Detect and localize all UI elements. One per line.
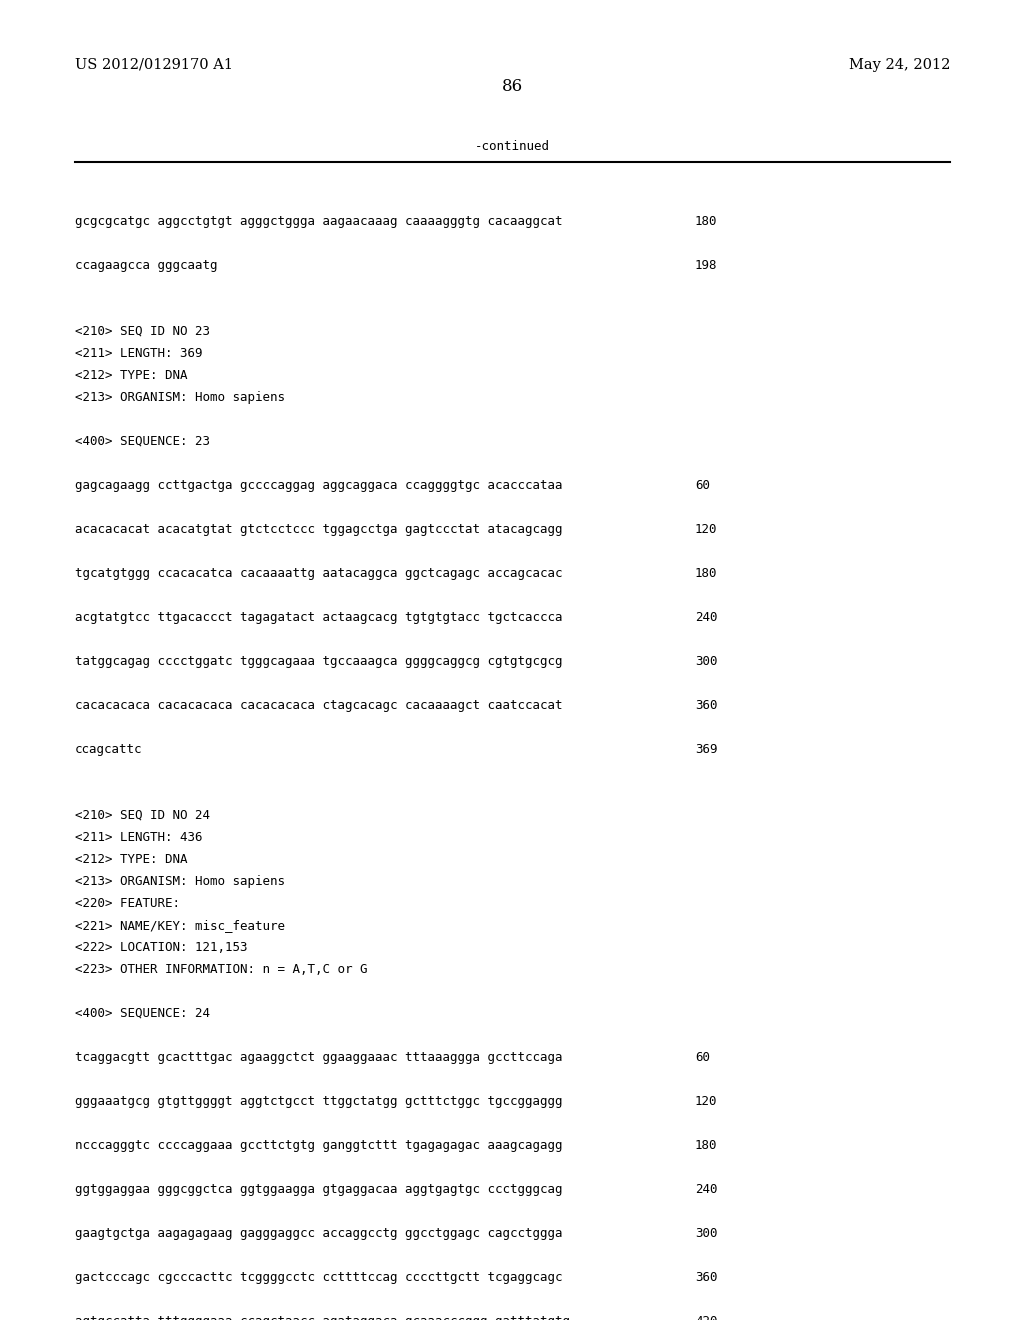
Text: cacacacaca cacacacaca cacacacaca ctagcacagc cacaaaagct caatccacat: cacacacaca cacacacaca cacacacaca ctagcac… [75,700,562,711]
Text: 300: 300 [695,1228,718,1239]
Text: 369: 369 [695,743,718,756]
Text: May 24, 2012: May 24, 2012 [849,58,950,73]
Text: gggaaatgcg gtgttggggt aggtctgcct ttggctatgg gctttctggc tgccggaggg: gggaaatgcg gtgttggggt aggtctgcct ttggcta… [75,1096,562,1107]
Text: 60: 60 [695,1051,710,1064]
Text: 420: 420 [695,1315,718,1320]
Text: gagcagaagg ccttgactga gccccaggag aggcaggaca ccaggggtgc acacccataa: gagcagaagg ccttgactga gccccaggag aggcagg… [75,479,562,492]
Text: <221> NAME/KEY: misc_feature: <221> NAME/KEY: misc_feature [75,919,285,932]
Text: <223> OTHER INFORMATION: n = A,T,C or G: <223> OTHER INFORMATION: n = A,T,C or G [75,964,368,975]
Text: agtgccatta tttggggaaa ccagctaacc agataggaca gcaaacccggg gatttatgtg: agtgccatta tttggggaaa ccagctaacc agatagg… [75,1315,570,1320]
Text: ccagaagcca gggcaatg: ccagaagcca gggcaatg [75,259,217,272]
Text: <213> ORGANISM: Homo sapiens: <213> ORGANISM: Homo sapiens [75,391,285,404]
Text: <212> TYPE: DNA: <212> TYPE: DNA [75,370,187,381]
Text: 180: 180 [695,215,718,228]
Text: US 2012/0129170 A1: US 2012/0129170 A1 [75,58,233,73]
Text: tgcatgtggg ccacacatca cacaaaattg aatacaggca ggctcagagc accagcacac: tgcatgtggg ccacacatca cacaaaattg aatacag… [75,568,562,579]
Text: <400> SEQUENCE: 24: <400> SEQUENCE: 24 [75,1007,210,1020]
Text: <212> TYPE: DNA: <212> TYPE: DNA [75,853,187,866]
Text: <210> SEQ ID NO 24: <210> SEQ ID NO 24 [75,809,210,822]
Text: acgtatgtcc ttgacaccct tagagatact actaagcacg tgtgtgtacc tgctcaccca: acgtatgtcc ttgacaccct tagagatact actaagc… [75,611,562,624]
Text: 360: 360 [695,700,718,711]
Text: 240: 240 [695,1183,718,1196]
Text: tcaggacgtt gcactttgac agaaggctct ggaaggaaac tttaaaggga gccttccaga: tcaggacgtt gcactttgac agaaggctct ggaagga… [75,1051,562,1064]
Text: <213> ORGANISM: Homo sapiens: <213> ORGANISM: Homo sapiens [75,875,285,888]
Text: 180: 180 [695,1139,718,1152]
Text: ccagcattc: ccagcattc [75,743,142,756]
Text: 86: 86 [502,78,522,95]
Text: 300: 300 [695,655,718,668]
Text: 360: 360 [695,1271,718,1284]
Text: gcgcgcatgc aggcctgtgt agggctggga aagaacaaag caaaagggtg cacaaggcat: gcgcgcatgc aggcctgtgt agggctggga aagaaca… [75,215,562,228]
Text: <400> SEQUENCE: 23: <400> SEQUENCE: 23 [75,436,210,447]
Text: 120: 120 [695,523,718,536]
Text: ggtggaggaa gggcggctca ggtggaagga gtgaggacaa aggtgagtgc ccctgggcag: ggtggaggaa gggcggctca ggtggaagga gtgagga… [75,1183,562,1196]
Text: 180: 180 [695,568,718,579]
Text: 60: 60 [695,479,710,492]
Text: gactcccagc cgcccacttc tcggggcctc ccttttccag ccccttgctt tcgaggcagc: gactcccagc cgcccacttc tcggggcctc ccttttc… [75,1271,562,1284]
Text: acacacacat acacatgtat gtctcctccc tggagcctga gagtccctat atacagcagg: acacacacat acacatgtat gtctcctccc tggagcc… [75,523,562,536]
Text: 240: 240 [695,611,718,624]
Text: <222> LOCATION: 121,153: <222> LOCATION: 121,153 [75,941,248,954]
Text: <211> LENGTH: 436: <211> LENGTH: 436 [75,832,203,843]
Text: tatggcagag cccctggatc tgggcagaaa tgccaaagca ggggcaggcg cgtgtgcgcg: tatggcagag cccctggatc tgggcagaaa tgccaaa… [75,655,562,668]
Text: ncccagggtc ccccaggaaa gccttctgtg ganggtcttt tgagagagac aaagcagagg: ncccagggtc ccccaggaaa gccttctgtg ganggtc… [75,1139,562,1152]
Text: gaagtgctga aagagagaag gagggaggcc accaggcctg ggcctggagc cagcctggga: gaagtgctga aagagagaag gagggaggcc accaggc… [75,1228,562,1239]
Text: 120: 120 [695,1096,718,1107]
Text: <220> FEATURE:: <220> FEATURE: [75,898,180,909]
Text: 198: 198 [695,259,718,272]
Text: <210> SEQ ID NO 23: <210> SEQ ID NO 23 [75,325,210,338]
Text: <211> LENGTH: 369: <211> LENGTH: 369 [75,347,203,360]
Text: -continued: -continued [474,140,550,153]
